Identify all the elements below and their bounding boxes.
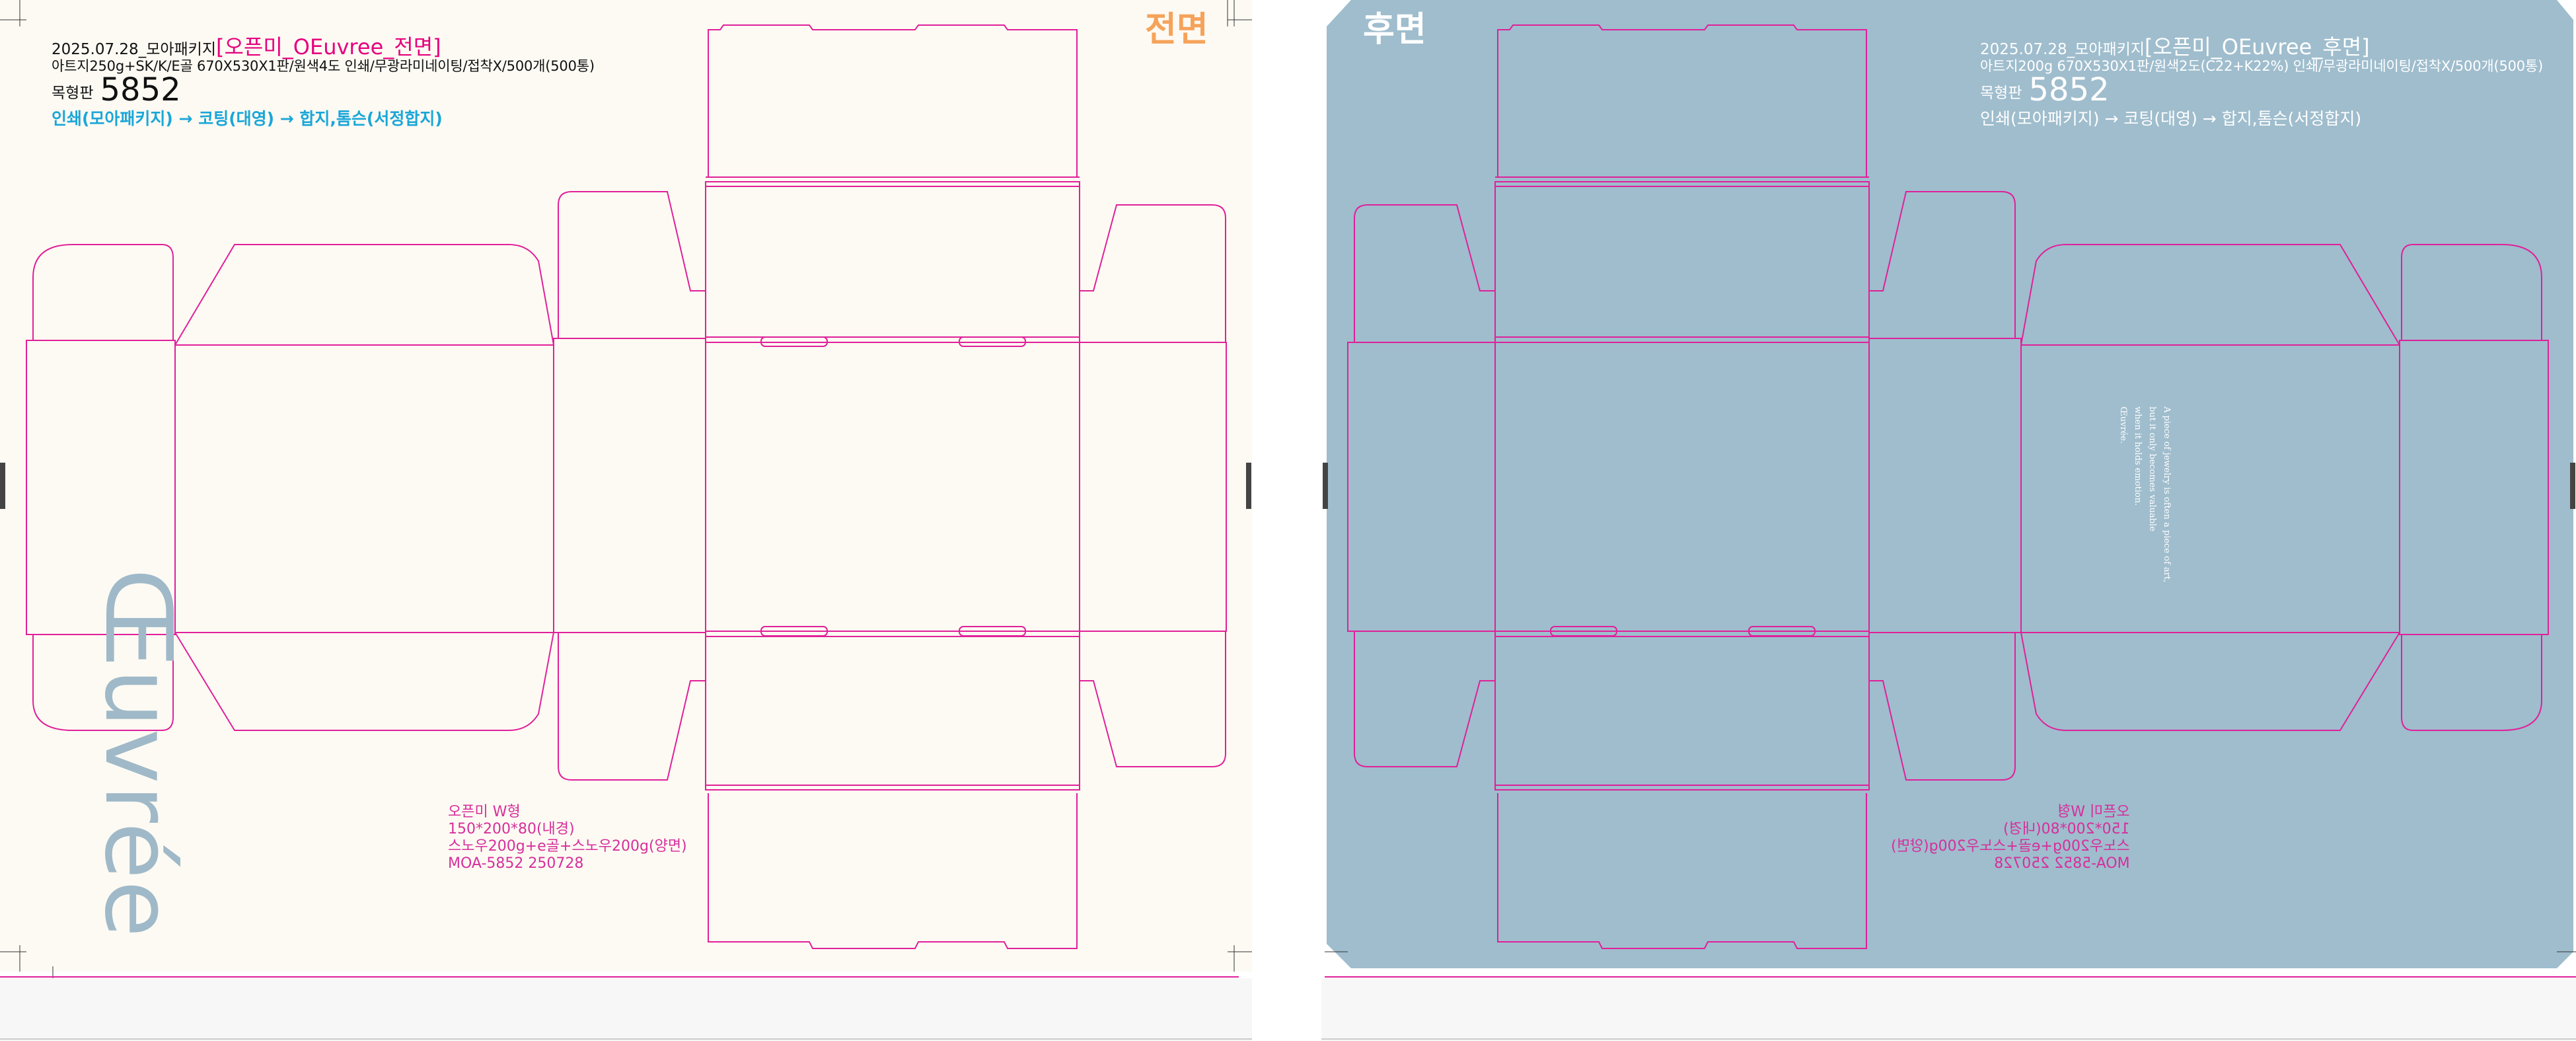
quote-line-3: when it holds emotion. xyxy=(2133,406,2143,506)
back-side-badge: 후면 xyxy=(1363,10,1426,50)
front-spec-line: 아트지250g+SK/K/E골 670X530X1판/원색4도 인쇄/무광라미네… xyxy=(52,58,595,74)
front-spec-line-3: 스노우200g+e골+스노우200g(양면) xyxy=(448,838,687,855)
quote-line-2: but it only becomes valuable xyxy=(2147,406,2157,531)
back-spec-line-4: MOA-5852 250728 xyxy=(1994,855,2130,872)
bottom-strip-right xyxy=(1321,978,2576,1041)
front-logo-text: Œuvrée xyxy=(84,568,192,939)
quote-line-1: A piece of jewelry is often a piece of a… xyxy=(2162,406,2172,583)
back-wood-number: 5852 xyxy=(2028,71,2110,108)
back-wood-label: 목형판 xyxy=(1980,85,2022,102)
front-spec-line-2: 150*200*80(내경) xyxy=(448,821,575,837)
front-wood-label: 목형판 xyxy=(52,85,94,102)
back-date: 2025.07.28_모아패키지 xyxy=(1980,41,2145,58)
bottom-strip-left xyxy=(0,978,1252,1041)
back-spec-line-3: 스노우200g+e골+스노우200g(양면) xyxy=(1891,838,2130,855)
back-dieline xyxy=(1347,24,2549,949)
crop-marks xyxy=(0,0,2576,978)
front-spec-line-4: MOA-5852 250728 xyxy=(448,855,584,872)
front-sheet xyxy=(0,0,1252,972)
back-title: [오픈미_OEuvree_후면] xyxy=(2145,34,2370,59)
front-process: 인쇄(모아패키지) → 코팅(대영) → 합지,톰슨(서정합지) xyxy=(52,109,443,128)
back-spec-line-2: 150*200*80(내경) xyxy=(2003,821,2130,837)
front-spec-line-1: 오픈미 W형 xyxy=(448,804,521,820)
front-product-spec: 오픈미 W형 150*200*80(내경) 스노우200g+e골+스노우200g… xyxy=(448,804,687,872)
front-wood-number: 5852 xyxy=(100,71,181,108)
back-wood-block: 목형판 5852 xyxy=(1980,71,2110,108)
back-process: 인쇄(모아패키지) → 코팅(대영) → 합지,톰슨(서정합지) xyxy=(1980,109,2362,128)
front-side-badge: 전면 xyxy=(1145,10,1208,50)
back-spec-line: 아트지200g 670X530X1판/원색2도(C22+K22%) 인쇄/무광라… xyxy=(1980,58,2544,74)
quote-line-4: Œuvrée. xyxy=(2118,406,2128,444)
front-wood-block: 목형판 5852 xyxy=(52,71,181,108)
back-date-title: 2025.07.28_모아패키지[오픈미_OEuvree_후면] xyxy=(1980,30,2370,61)
front-dieline xyxy=(26,24,1227,949)
front-date-title: 2025.07.28_모아패키지[오픈미_OEuvree_전면] xyxy=(52,30,441,61)
front-title: [오픈미_OEuvree_전면] xyxy=(216,34,441,59)
back-spec-line-1: 오픈미 W형 xyxy=(2057,804,2130,820)
back-product-spec-mirrored: 오픈미 W형 150*200*80(내경) 스노우200g+e골+스노우200g… xyxy=(1891,804,2130,872)
front-date: 2025.07.28_모아패키지 xyxy=(52,41,216,58)
registration-marks xyxy=(0,463,2575,509)
back-print-area xyxy=(1327,0,2573,968)
back-quote: A piece of jewelry is often a piece of a… xyxy=(2116,406,2174,582)
